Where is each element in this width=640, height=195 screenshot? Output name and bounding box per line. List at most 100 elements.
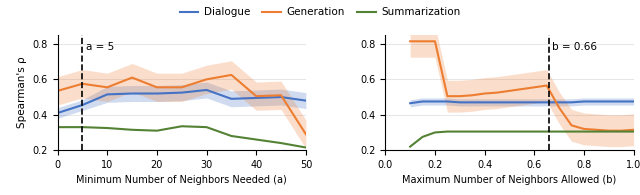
Text: b = 0.66: b = 0.66 [552,42,597,52]
Generation [252,95,260,97]
Generation [406,40,414,43]
Summarization [468,130,476,133]
Dialogue [277,96,285,98]
Dialogue [456,101,463,104]
Dialogue [54,112,61,114]
Dialogue [580,100,588,103]
Generation [104,86,111,89]
Dialogue [302,99,310,102]
Dialogue [506,101,513,104]
Dialogue [153,92,161,95]
Line: Generation: Generation [58,75,306,134]
Summarization [580,130,588,133]
Generation [302,133,310,135]
Summarization [556,130,563,133]
Generation [556,106,563,109]
Line: Dialogue: Dialogue [58,90,306,113]
Summarization [302,146,310,149]
Dialogue [531,101,538,104]
Summarization [252,138,260,141]
Generation [618,129,625,132]
Generation [531,86,538,89]
Dialogue [630,100,637,103]
Summarization [543,130,550,133]
Summarization [277,142,285,144]
Generation [468,94,476,97]
Dialogue [468,101,476,104]
Generation [605,129,612,132]
Summarization [618,130,625,133]
Generation [128,76,136,79]
Generation [506,90,513,92]
Generation [518,88,525,90]
Summarization [605,130,612,133]
Summarization [531,130,538,133]
X-axis label: Minimum Number of Neighbors Needed (a): Minimum Number of Neighbors Needed (a) [76,176,287,185]
Generation [79,83,86,85]
Dialogue [605,100,612,103]
Dialogue [593,100,600,103]
Text: a = 5: a = 5 [86,42,115,52]
Line: Summarization: Summarization [410,132,634,147]
Generation [228,74,236,76]
Generation [419,40,426,43]
Dialogue [431,100,439,103]
Summarization [456,130,463,133]
Generation [54,90,61,92]
Generation [593,129,600,131]
Summarization [203,126,211,128]
Generation [568,124,575,127]
Generation [277,94,285,97]
Generation [543,84,550,87]
Summarization [178,125,186,127]
Line: Generation: Generation [410,41,634,131]
Generation [481,92,488,95]
Dialogue [128,92,136,95]
Summarization [493,130,501,133]
Dialogue [493,101,501,104]
Legend: Dialogue, Generation, Summarization: Dialogue, Generation, Summarization [175,3,465,22]
Dialogue [444,100,451,103]
Dialogue [419,100,426,103]
Summarization [593,130,600,133]
Dialogue [568,101,575,104]
Line: Dialogue: Dialogue [410,101,634,103]
Summarization [128,129,136,131]
Summarization [444,130,451,133]
Summarization [153,129,161,132]
Dialogue [518,101,525,104]
Dialogue [79,104,86,106]
Dialogue [203,89,211,91]
Summarization [54,126,61,128]
Generation [456,95,463,97]
Summarization [228,135,236,137]
Summarization [419,136,426,138]
Generation [203,78,211,81]
Generation [580,128,588,130]
Y-axis label: Spearman's ρ: Spearman's ρ [17,57,27,129]
Dialogue [543,101,550,104]
X-axis label: Maximum Number of Neighbors Allowed (b): Maximum Number of Neighbors Allowed (b) [403,176,616,185]
Dialogue [618,100,625,103]
Dialogue [481,101,488,104]
Summarization [630,130,637,133]
Dialogue [228,98,236,100]
Summarization [506,130,513,133]
Summarization [431,131,439,134]
Summarization [104,127,111,129]
Generation [444,95,451,97]
Summarization [568,130,575,133]
Summarization [481,130,488,133]
Generation [431,40,439,43]
Dialogue [104,93,111,96]
Generation [153,86,161,89]
Line: Summarization: Summarization [58,126,306,147]
Generation [630,129,637,131]
Generation [178,86,186,89]
Generation [493,91,501,94]
Dialogue [556,101,563,104]
Dialogue [252,97,260,99]
Dialogue [406,102,414,104]
Summarization [518,130,525,133]
Dialogue [178,91,186,94]
